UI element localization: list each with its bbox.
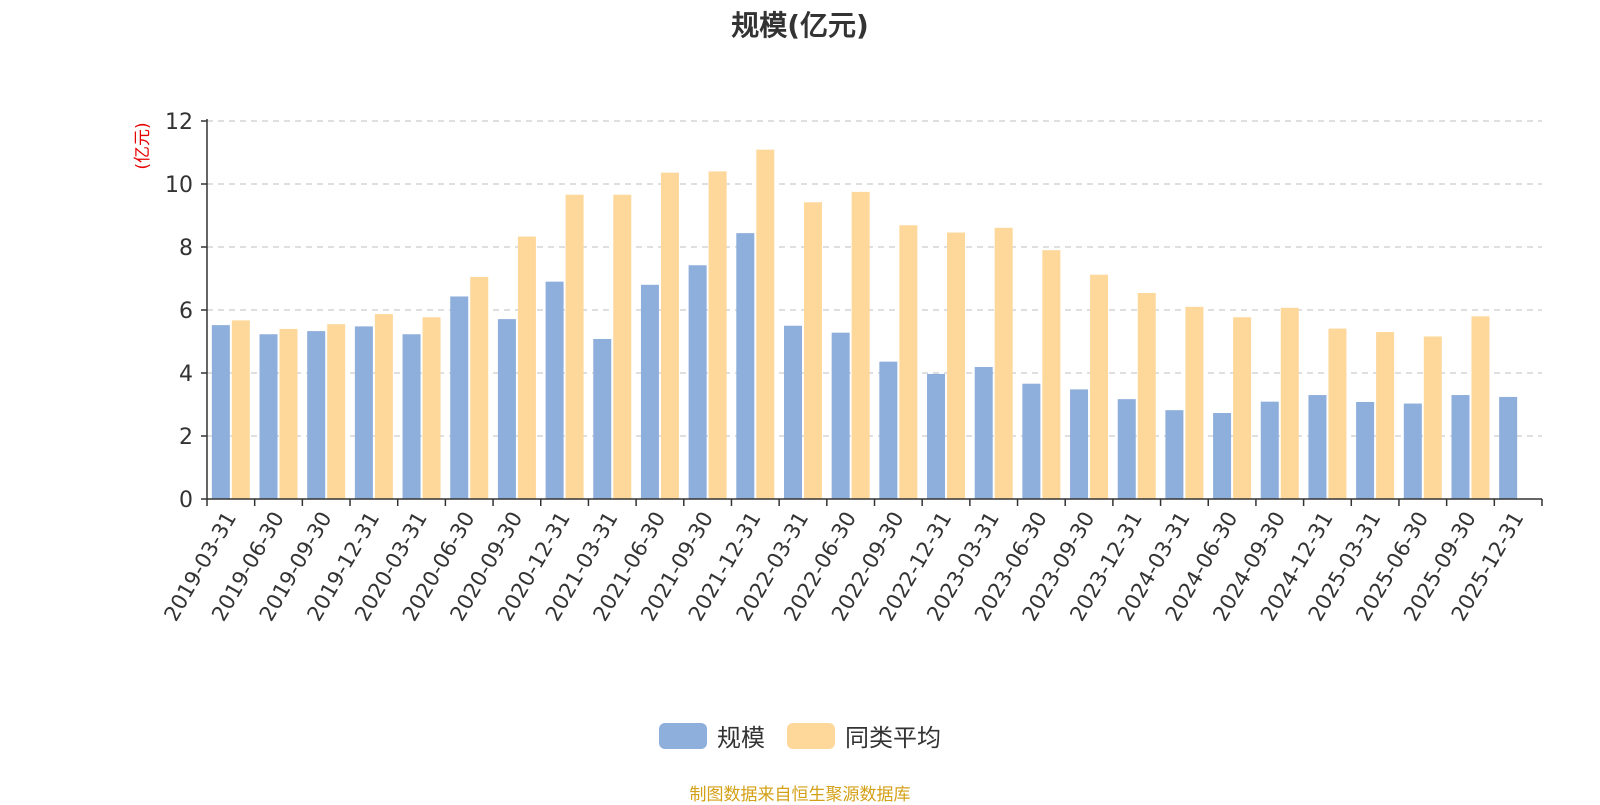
bar-peer-average[interactable] — [803, 202, 822, 499]
bar-peer-average[interactable] — [1328, 328, 1347, 499]
bar-peer-average[interactable] — [1090, 274, 1109, 499]
bar-peer-average[interactable] — [422, 317, 441, 499]
bar-peer-average[interactable] — [327, 324, 346, 499]
bar-scale[interactable] — [354, 326, 373, 499]
bar-scale[interactable] — [450, 296, 469, 499]
legend-item-peer-average[interactable]: 同类平均 — [787, 718, 941, 753]
bar-scale[interactable] — [1308, 395, 1327, 499]
bar-peer-average[interactable] — [947, 232, 966, 499]
bar-peer-average[interactable] — [851, 191, 870, 499]
bar-peer-average[interactable] — [660, 172, 679, 499]
bar-scale[interactable] — [1213, 413, 1232, 499]
bars — [211, 149, 1518, 500]
bar-peer-average[interactable] — [1233, 317, 1252, 499]
y-tick-label: 2 — [179, 425, 193, 450]
y-tick-label: 0 — [179, 488, 193, 513]
bar-peer-average[interactable] — [374, 314, 393, 499]
bar-peer-average[interactable] — [756, 149, 775, 500]
bar-peer-average[interactable] — [899, 225, 918, 499]
bar-scale[interactable] — [1070, 389, 1089, 499]
y-tick-label: 10 — [165, 173, 193, 198]
legend-swatch-peer-average — [787, 722, 835, 749]
bar-scale[interactable] — [211, 325, 230, 499]
bar-scale[interactable] — [831, 332, 850, 499]
bar-scale[interactable] — [593, 338, 612, 499]
bar-scale[interactable] — [1117, 399, 1136, 499]
source-note: 制图数据来自恒生聚源数据库 — [689, 785, 911, 805]
bar-peer-average[interactable] — [517, 236, 536, 500]
bar-scale[interactable] — [1499, 396, 1518, 499]
y-tick-label: 6 — [179, 299, 193, 324]
y-tick-label: 12 — [165, 110, 193, 135]
bar-scale[interactable] — [783, 325, 802, 499]
bar-scale[interactable] — [1451, 395, 1470, 499]
chart-title: 规模(亿元) — [731, 9, 869, 42]
legend-item-scale[interactable]: 规模 — [659, 718, 765, 753]
bar-scale[interactable] — [974, 367, 993, 499]
bar-scale[interactable] — [1022, 383, 1041, 499]
bar-peer-average[interactable] — [1280, 307, 1299, 499]
bar-scale[interactable] — [497, 319, 516, 499]
bar-peer-average[interactable] — [565, 194, 584, 499]
bar-scale[interactable] — [259, 334, 278, 499]
bar-scale[interactable] — [307, 331, 326, 499]
bar-scale[interactable] — [1403, 403, 1422, 499]
legend-label-peer-average: 同类平均 — [845, 724, 941, 752]
bar-scale[interactable] — [927, 373, 946, 499]
bar-peer-average[interactable] — [1042, 250, 1061, 499]
bar-scale[interactable] — [736, 233, 755, 499]
bar-peer-average[interactable] — [470, 276, 489, 499]
bar-chart: 0246810122019-03-312019-06-302019-09-302… — [133, 110, 1543, 625]
y-axis-label: (亿元) — [133, 122, 153, 169]
bar-scale[interactable] — [1165, 410, 1184, 499]
bar-peer-average[interactable] — [1471, 316, 1490, 499]
bar-peer-average[interactable] — [1423, 336, 1442, 499]
legend: 规模 同类平均 — [0, 718, 1600, 753]
bar-scale[interactable] — [402, 334, 421, 499]
bar-peer-average[interactable] — [994, 227, 1013, 499]
legend-label-scale: 规模 — [717, 724, 765, 752]
bar-scale[interactable] — [1260, 401, 1279, 499]
bar-peer-average[interactable] — [708, 171, 727, 499]
bar-scale[interactable] — [545, 281, 564, 499]
y-tick-label: 8 — [179, 236, 193, 261]
legend-swatch-scale — [659, 722, 707, 749]
bar-peer-average[interactable] — [613, 194, 632, 499]
bar-peer-average[interactable] — [279, 328, 298, 499]
bar-peer-average[interactable] — [1376, 332, 1395, 499]
bar-peer-average[interactable] — [1137, 292, 1156, 499]
bar-scale[interactable] — [688, 265, 707, 499]
y-tick-label: 4 — [179, 362, 193, 387]
bar-scale[interactable] — [640, 284, 659, 499]
bar-scale[interactable] — [879, 361, 898, 499]
bar-peer-average[interactable] — [231, 320, 250, 499]
bar-scale[interactable] — [1356, 401, 1375, 499]
bar-peer-average[interactable] — [1185, 306, 1204, 499]
